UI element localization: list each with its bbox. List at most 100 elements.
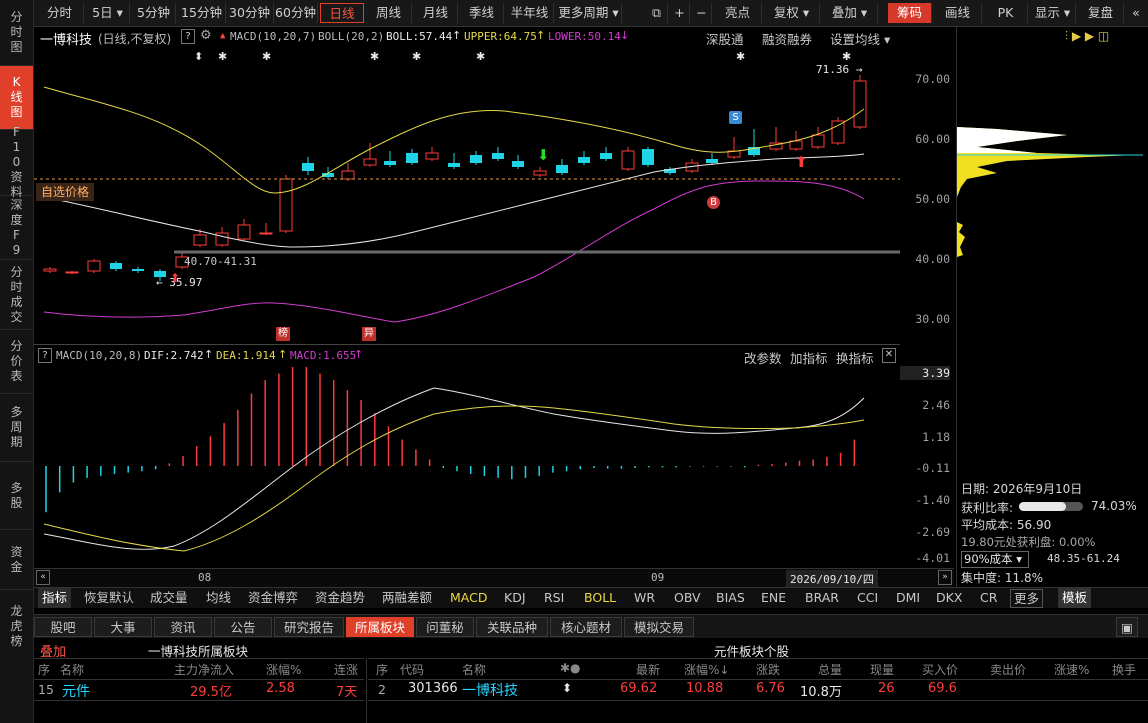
nav-multi-period[interactable]: 多周期 <box>0 394 33 462</box>
ind-dmi[interactable]: DMI <box>896 590 921 605</box>
candle-body[interactable] <box>600 153 612 159</box>
hk-connect-link[interactable]: 深股通 <box>706 32 744 47</box>
nav-depth[interactable]: 深度F9 <box>0 196 33 260</box>
buy-marker[interactable]: B <box>707 196 720 209</box>
nav-f10[interactable]: F10资料 <box>0 125 33 199</box>
highlight-button[interactable]: 亮点 <box>714 3 762 23</box>
zoom-in-button[interactable]: + <box>670 3 690 23</box>
candle-body[interactable] <box>621 150 635 170</box>
switch-indicator-link[interactable]: 换指标 <box>836 351 874 366</box>
event-star-icon[interactable]: ✱ <box>412 50 421 63</box>
period-weekly[interactable]: 周线 <box>366 3 412 23</box>
rt-row-name[interactable]: 一博科技 <box>462 683 518 699</box>
table-row[interactable]: 15 元件 29.5亿 2.58 7天 <box>34 679 364 701</box>
macd-help-icon[interactable]: ? <box>38 348 52 363</box>
tab-research[interactable]: 研究报告 <box>274 617 344 637</box>
ind-wr[interactable]: WR <box>634 590 656 605</box>
ind-bias[interactable]: BIAS <box>716 590 745 605</box>
candle-body[interactable] <box>706 159 718 163</box>
ind-boll[interactable]: BOLL <box>584 590 617 605</box>
help-icon[interactable]: ? <box>181 29 195 44</box>
nav-multi-stock[interactable]: 多股 <box>0 462 33 530</box>
gear-icon[interactable]: ⚙ <box>200 28 212 43</box>
candle-body[interactable] <box>578 157 590 163</box>
nav-fenshi[interactable]: 分时图 <box>0 0 33 66</box>
close-icon[interactable]: ✕ <box>882 348 896 363</box>
event-star-icon[interactable]: ✱ <box>218 50 227 63</box>
candle-body[interactable] <box>363 158 377 166</box>
cost-select[interactable]: 90%成本 ▾ <box>961 551 1029 568</box>
ind-macd[interactable]: MACD <box>450 590 488 605</box>
template-button[interactable]: 模板 <box>1058 588 1092 608</box>
ind-restore-default[interactable]: 恢复默认 <box>84 590 135 605</box>
nav-dragon-tiger[interactable]: 龙虎榜 <box>10 603 23 648</box>
ind-more[interactable]: 更多 <box>1010 589 1044 608</box>
ind-brar[interactable]: BRAR <box>805 590 839 605</box>
candle-body[interactable] <box>87 260 101 272</box>
candle-body[interactable] <box>132 269 144 271</box>
candle-body[interactable] <box>259 232 273 235</box>
table-row[interactable]: 2 301366 一博科技 ⬍ 69.62 10.88 6.76 10.8万 2… <box>368 679 1148 701</box>
event-star-icon[interactable]: ✱ <box>262 50 271 63</box>
candle-body[interactable] <box>341 170 355 180</box>
ind-ene[interactable]: ENE <box>761 590 787 605</box>
period-5day[interactable]: 5日 ▾ <box>86 3 130 23</box>
candle-body[interactable] <box>853 80 867 128</box>
ind-cci[interactable]: CCI <box>857 590 879 605</box>
tab-announcements[interactable]: 公告 <box>214 617 272 637</box>
candle-body[interactable] <box>406 153 418 163</box>
candle-body[interactable] <box>193 234 207 246</box>
macd-chart[interactable] <box>34 366 900 568</box>
tab-news[interactable]: 资讯 <box>154 617 212 637</box>
period-daily[interactable]: 日线 <box>320 3 364 23</box>
tab-related[interactable]: 关联品种 <box>476 617 548 637</box>
pk-button[interactable]: PK <box>984 3 1028 23</box>
copy-icon[interactable]: ⧉ <box>646 3 668 23</box>
display-button[interactable]: 显示 ▾ <box>1030 3 1076 23</box>
candle-body[interactable] <box>512 161 524 167</box>
replay-button[interactable]: 复盘 <box>1078 3 1124 23</box>
candle-body[interactable] <box>43 268 57 272</box>
period-15min[interactable]: 15分钟 <box>178 3 226 23</box>
pane-divider[interactable] <box>34 344 900 345</box>
event-star-icon[interactable]: ✱ <box>370 50 379 63</box>
nav-kline[interactable]: K线图 <box>0 66 33 130</box>
period-fenshi[interactable]: 分时 <box>36 3 84 23</box>
tab-core-themes[interactable]: 核心题材 <box>550 617 622 637</box>
ind-fund-game[interactable]: 资金博弈 <box>248 590 299 605</box>
custom-price-tag[interactable]: 自选价格 <box>36 183 94 201</box>
candle-body[interactable] <box>533 170 547 176</box>
margin-link[interactable]: 融资融券 <box>762 32 813 47</box>
chip-tool-icons[interactable]: ⫶ ▶ ▶ ◫ <box>1065 29 1110 43</box>
candle-body[interactable] <box>154 271 166 277</box>
lt-row-name[interactable]: 元件 <box>62 684 90 700</box>
candle-body[interactable] <box>322 173 334 177</box>
sell-marker[interactable]: S <box>729 111 742 124</box>
period-halfyear[interactable]: 半年线 <box>506 3 554 23</box>
tab-events[interactable]: 大事 <box>94 617 152 637</box>
panel-toggle-icon[interactable]: ▣ <box>1116 617 1138 637</box>
candle-body[interactable] <box>642 149 654 165</box>
ind-cr[interactable]: CR <box>980 590 998 605</box>
ind-dkx[interactable]: DKX <box>936 590 963 605</box>
event-star-icon[interactable]: ⬍ <box>194 50 203 63</box>
ind-ma[interactable]: 均线 <box>206 590 232 605</box>
ind-kdj[interactable]: KDJ <box>504 590 526 605</box>
period-quarterly[interactable]: 季线 <box>460 3 504 23</box>
chips-button[interactable]: 筹码 <box>888 3 932 23</box>
tab-sectors[interactable]: 所属板块 <box>346 617 414 637</box>
period-more[interactable]: 更多周期 ▾ <box>556 3 622 23</box>
event-star-icon[interactable]: ✱ <box>842 50 851 63</box>
candle-body[interactable] <box>470 155 482 163</box>
collapse-icon[interactable]: « <box>1132 5 1140 20</box>
nav-ticks[interactable]: 分时成交 <box>0 260 33 330</box>
ind-rsi[interactable]: RSI <box>544 590 565 605</box>
candle-body[interactable] <box>302 163 314 171</box>
ma-settings-link[interactable]: 设置均线 ▾ <box>830 32 891 47</box>
tab-guba[interactable]: 股吧 <box>34 617 92 637</box>
kline-chart[interactable]: ⬍ ✱ ✱ ✱ ✱ ✱ ✱ ✱ <box>34 47 900 344</box>
period-monthly[interactable]: 月线 <box>414 3 458 23</box>
add-indicator-link[interactable]: 加指标 <box>790 351 828 366</box>
draw-line-button[interactable]: 画线 <box>934 3 982 23</box>
candle-body[interactable] <box>492 153 504 159</box>
